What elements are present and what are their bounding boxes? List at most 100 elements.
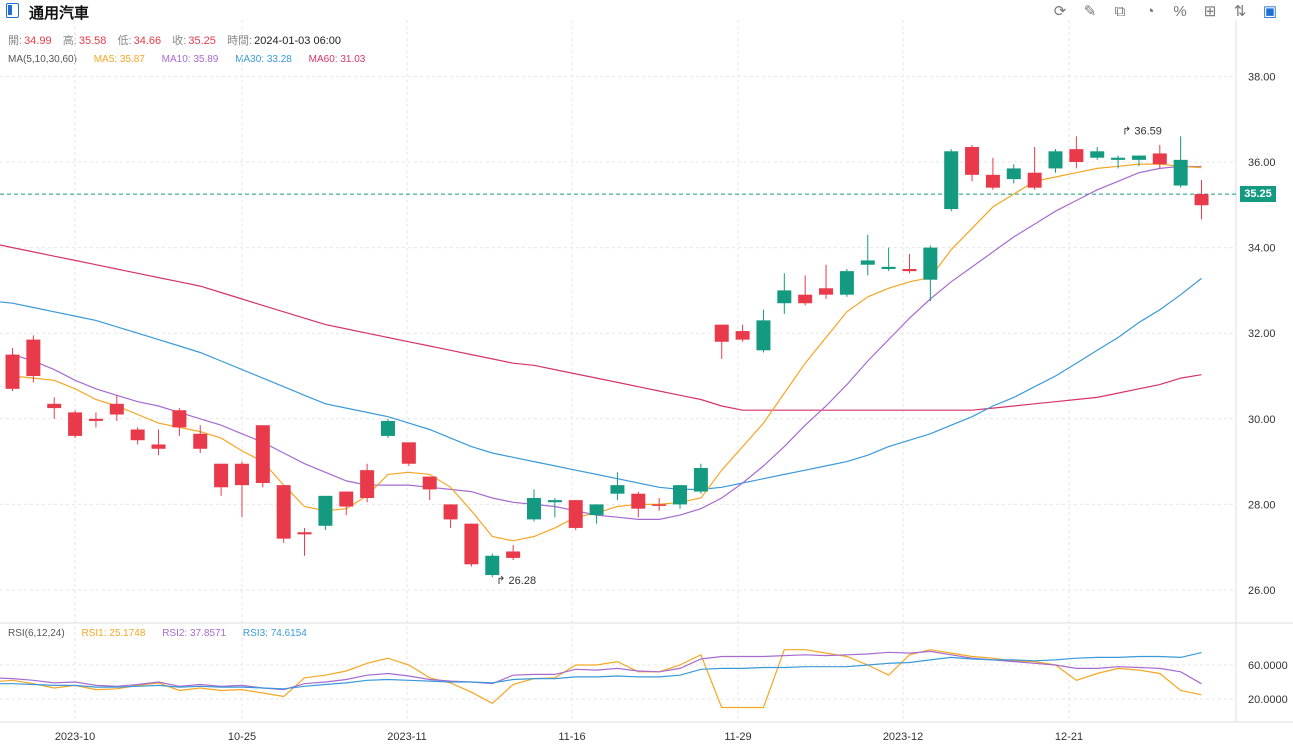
compare-icon[interactable]: ⧉ <box>1114 2 1126 20</box>
candle-body <box>693 468 708 492</box>
x-tick-label: 10-25 <box>228 731 256 743</box>
candle-body <box>172 410 187 428</box>
rsi-legend: RSI(6,12,24) RSI1: 25.1748 RSI2: 37.8571… <box>8 628 321 639</box>
candle-body <box>109 403 124 415</box>
rsi2-legend: RSI2: 37.8571 <box>162 628 227 639</box>
candle-body <box>756 320 771 351</box>
candle-body <box>26 339 41 376</box>
candle-body <box>464 523 479 565</box>
open-label: 開: <box>8 35 23 47</box>
candle-body <box>1048 151 1063 169</box>
candle-body <box>547 500 562 503</box>
low-label: 低: <box>117 35 132 47</box>
candle-body <box>881 266 896 269</box>
draw-icon[interactable]: ✎ <box>1083 3 1097 20</box>
candle-body <box>47 403 62 409</box>
sort-icon[interactable]: ⇅ <box>1233 3 1247 20</box>
candle-body <box>151 444 166 449</box>
rsi1-legend: RSI1: 25.1748 <box>81 628 146 639</box>
ma-legend: MA(5,10,30,60) MA5: 35.87 MA10: 35.89 MA… <box>8 54 379 65</box>
candle-body <box>68 412 83 436</box>
candle-body <box>422 476 437 490</box>
candle-body <box>1152 153 1167 165</box>
extreme-price-label: ↱ 36.59 <box>1122 126 1162 138</box>
candle-body <box>714 324 729 342</box>
y-tick-label: 28.00 <box>1248 499 1276 511</box>
ma30-legend: MA30: 33.28 <box>235 54 292 65</box>
candle-body <box>1090 151 1105 158</box>
candle-body <box>130 429 145 441</box>
high-value: 35.58 <box>78 35 107 47</box>
candle-body <box>1173 159 1188 186</box>
ma60-legend: MA60: 31.03 <box>308 54 366 65</box>
x-tick-label: 2023-12 <box>883 731 923 743</box>
x-tick-label: 11-29 <box>724 731 751 743</box>
y-tick-label: 36.00 <box>1248 157 1276 169</box>
rsi-y-tick-label: 60.0000 <box>1248 660 1288 672</box>
current-price-tag: 35.25 <box>1240 186 1276 202</box>
ma-legend-title: MA(5,10,30,60) <box>8 54 77 65</box>
candle-body <box>360 470 375 498</box>
candle-body <box>527 497 541 520</box>
candle-body <box>673 485 688 505</box>
candle-body <box>380 420 395 436</box>
candle-body <box>985 174 1000 188</box>
candle-body <box>193 433 208 449</box>
extreme-price-label: ↱ 26.28 <box>496 575 536 587</box>
rsi-2-line <box>0 650 1202 691</box>
time-label: 時間: <box>227 35 253 47</box>
x-tick-label: 2023-11 <box>387 731 427 743</box>
panel-icon[interactable]: ▣ <box>1262 3 1278 20</box>
high-label: 高: <box>62 35 77 47</box>
x-tick-label: 12-21 <box>1055 731 1083 743</box>
stock-title: 通用汽車 <box>29 5 90 22</box>
y-tick-label: 34.00 <box>1248 243 1276 255</box>
low-value: 34.66 <box>133 35 162 47</box>
candle-body <box>944 151 959 210</box>
candle-body <box>297 532 312 535</box>
candle-body <box>318 495 333 526</box>
candle-body <box>819 288 834 295</box>
ma10-legend: MA10: 35.89 <box>161 54 219 65</box>
candle-body <box>735 331 750 340</box>
panel-toggle-icon[interactable] <box>6 3 19 18</box>
candle-body <box>631 493 646 509</box>
candle-body <box>234 463 249 486</box>
ohlc-bar: 開: 34.99 高: 35.58 低: 34.66 收: 35.25 時間: 2024-… <box>8 32 343 48</box>
close-label: 收: <box>172 35 187 47</box>
candle-body <box>589 504 604 516</box>
candle-body <box>923 247 938 280</box>
candle-body <box>485 555 500 576</box>
pie-icon[interactable]: ◔ <box>1145 2 1155 20</box>
ma30-line <box>0 277 1202 490</box>
percent-icon[interactable]: % <box>1173 2 1187 20</box>
candle-body <box>902 269 917 272</box>
candle-body <box>506 551 521 558</box>
candle-body <box>652 504 667 506</box>
candle-body <box>401 442 416 464</box>
rsi3-legend: RSI3: 74.6154 <box>242 628 307 639</box>
rsi-legend-title: RSI(6,12,24) <box>8 628 65 639</box>
candle-body <box>798 294 813 304</box>
candle-body <box>1194 194 1209 206</box>
layout-icon[interactable]: ⊞ <box>1203 3 1217 20</box>
candle-body <box>5 354 20 389</box>
top-bar: 通用汽車 ⟳ ✎ ⧉ ◔ % ⊞ ⇅ ▣ <box>0 0 1293 24</box>
rsi-y-tick-label: 20.0000 <box>1248 694 1288 706</box>
candle-body <box>1006 168 1021 180</box>
y-tick-label: 26.00 <box>1248 585 1276 597</box>
y-tick-label: 32.00 <box>1248 328 1276 340</box>
candle-body <box>1131 155 1146 160</box>
candle-body <box>443 504 458 520</box>
candle-body <box>1027 172 1042 188</box>
candle-body <box>339 491 354 507</box>
y-tick-label: 38.00 <box>1248 71 1276 83</box>
candle-body <box>1111 157 1126 160</box>
time-value: 2024-01-03 06:00 <box>254 35 341 47</box>
candle-body <box>610 485 625 494</box>
candle-body <box>965 147 980 175</box>
candle-body <box>777 290 792 304</box>
refresh-icon[interactable]: ⟳ <box>1053 3 1067 20</box>
candle-body <box>88 418 103 421</box>
